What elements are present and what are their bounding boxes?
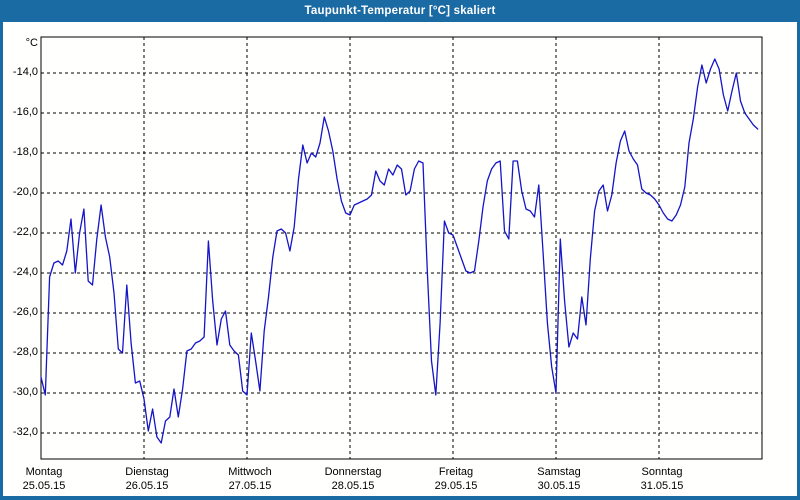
x-date-label: 25.05.15 bbox=[22, 480, 66, 492]
x-date-label: 28.05.15 bbox=[331, 480, 375, 492]
y-tick-label: -24,0 bbox=[12, 266, 38, 278]
y-axis-unit-label: °C bbox=[25, 37, 38, 49]
plot-frame bbox=[40, 36, 763, 460]
chart-title: Taupunkt-Temperatur [°C] skaliert bbox=[304, 5, 496, 17]
chart-body bbox=[3, 22, 797, 496]
x-day-label: Donnerstag bbox=[324, 466, 382, 478]
x-date-label: 30.05.15 bbox=[537, 480, 581, 492]
y-tick-label: -26,0 bbox=[12, 306, 38, 318]
x-day-label: Dienstag bbox=[125, 466, 169, 478]
x-day-label: Mittwoch bbox=[228, 466, 272, 478]
y-tick-label: -18,0 bbox=[12, 146, 38, 158]
x-date-label: 27.05.15 bbox=[228, 480, 272, 492]
y-tick-label: -22,0 bbox=[12, 226, 38, 238]
x-day-label: Freitag bbox=[438, 466, 474, 478]
y-tick-label: -28,0 bbox=[12, 346, 38, 358]
y-tick-label: -30,0 bbox=[12, 386, 38, 398]
x-day-label: Samstag bbox=[537, 466, 581, 478]
x-day-label: Montag bbox=[25, 466, 63, 478]
x-date-label: 29.05.15 bbox=[434, 480, 478, 492]
title-bar: Taupunkt-Temperatur [°C] skaliert bbox=[0, 0, 800, 22]
temperature-line bbox=[40, 58, 759, 444]
x-date-label: 31.05.15 bbox=[640, 480, 684, 492]
y-tick-label: -32,0 bbox=[12, 426, 38, 438]
y-tick-label: -20,0 bbox=[12, 186, 38, 198]
x-date-label: 26.05.15 bbox=[125, 480, 169, 492]
y-tick-label: -14,0 bbox=[12, 66, 38, 78]
y-tick-label: -16,0 bbox=[12, 106, 38, 118]
x-day-label: Sonntag bbox=[641, 466, 683, 478]
